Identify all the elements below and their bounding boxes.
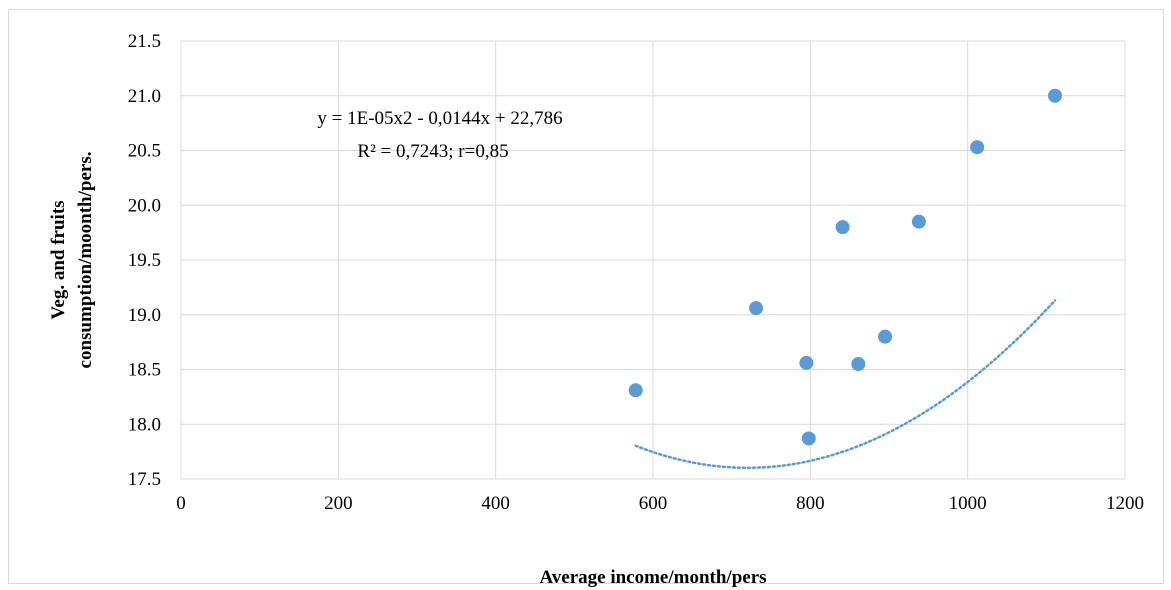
y-tick-label: 20.0 (128, 195, 161, 216)
grid-layer (180, 40, 1126, 480)
x-tick-labels: 0 200 400 600 800 1000 1200 (176, 493, 1144, 514)
r-squared-annotation: R² = 0,7243; r=0,85 (357, 141, 508, 162)
y-tick-label: 18.5 (128, 360, 161, 381)
data-point (799, 355, 814, 370)
x-tick-label: 0 (176, 493, 186, 514)
data-point (1047, 88, 1062, 103)
y-tick-label: 21.0 (128, 86, 161, 107)
y-tick-label: 17.5 (128, 469, 161, 490)
data-point (970, 140, 985, 155)
y-tick-label: 19.0 (128, 305, 161, 326)
data-point (628, 383, 643, 398)
data-point (851, 357, 866, 372)
trendline (634, 299, 1057, 470)
trendline-layer (634, 299, 1057, 470)
x-tick-label: 1200 (1106, 493, 1144, 514)
x-tick-label: 1000 (949, 493, 987, 514)
y-axis-title-line-2: consumption/moonth/pers. (75, 152, 96, 369)
trendline-equation: y = 1E-05x2 - 0,0144x + 22,786 (317, 108, 562, 129)
y-tick-label: 19.5 (128, 250, 161, 271)
data-point (835, 220, 850, 235)
y-axis-title-line-1: Veg. and fruits (48, 200, 69, 319)
chart-frame (8, 9, 1164, 584)
y-tick-label: 20.5 (128, 141, 161, 162)
x-tick-label: 800 (796, 493, 825, 514)
y-tick-labels: 17.5 18.0 18.5 19.0 19.5 20.0 20.5 21.0 21.5 (128, 31, 161, 490)
data-point (801, 431, 816, 446)
x-tick-label: 400 (481, 493, 510, 514)
data-point (878, 329, 893, 344)
y-tick-label: 18.0 (128, 414, 161, 435)
data-point (749, 301, 764, 316)
points-layer (628, 88, 1062, 446)
y-tick-label: 21.5 (128, 31, 161, 52)
x-axis-title: Average income/month/pers (539, 567, 766, 588)
x-tick-label: 200 (324, 493, 353, 514)
x-tick-label: 600 (639, 493, 668, 514)
data-point (911, 214, 926, 229)
